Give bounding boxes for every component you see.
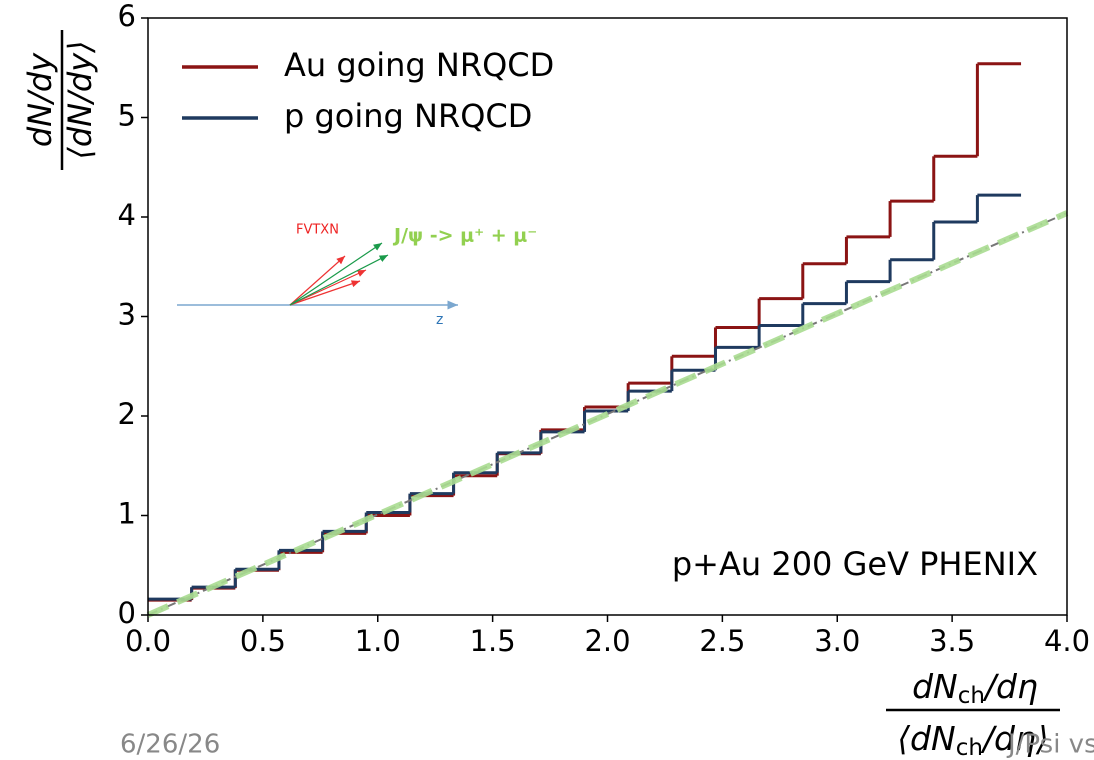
x-label-part: ch [956,735,983,760]
x-label-part: ch [958,683,985,709]
plot: 0.0 0.5 1.0 1.5 2.0 2.5 3.0 3.5 4.0 0 1 2 3 4 5 6 [118,0,1091,658]
x-tick-label: 3.0 [814,624,860,658]
y-axis-label: dN/dy ⟨dN/dy⟩ [21,30,99,170]
y-tick-label: 0 [118,596,136,630]
x-label-part: /dη⟩ [980,719,1049,758]
inset-diagram: FVTXN J/ψ -> μ⁺ + μ⁻ z [177,223,537,328]
y-label-numerator: dN/dy [21,52,59,147]
y-label-denominator: ⟨dN/dy⟩ [61,40,99,159]
x-tick-label: 1.5 [470,624,516,658]
y-tick-label: 2 [118,397,136,431]
x-axis-label: dNch/dη ⟨dNch/dη⟩ [886,667,1060,760]
annotation: p+Au 200 GeV PHENIX [672,545,1038,583]
inset-detector: FVTXN [296,223,339,238]
inset-decay: J/ψ -> μ⁺ + μ⁻ [392,225,537,247]
legend-label: p going NRQCD [284,97,532,135]
x-tick-label: 4.0 [1044,624,1090,658]
y-tick-label: 3 [118,298,136,332]
axes-frame [147,17,1068,616]
y-tick-label: 4 [118,198,136,232]
x-label-part: dN [912,667,958,706]
reference-line [146,210,1069,618]
y-tick-label: 5 [118,99,136,133]
x-tick-label: 0.5 [240,624,286,658]
x-label-denominator: ⟨dNch/dη⟩ [897,719,1049,760]
x-tick-label: 2.0 [584,624,630,658]
x-tick-label: 1.0 [355,624,401,658]
x-tick-label: 3.5 [929,624,975,658]
inset-axis: z [436,312,443,328]
x-label-part: ⟨dN [897,719,956,758]
x-label-numerator: dNch/dη [912,667,1038,709]
legend-label: Au going NRQCD [284,46,554,84]
x-label-part: /dη [982,667,1038,706]
x-tick-label: 0.0 [125,624,171,658]
x-tick-label: 2.5 [699,624,745,658]
footer-date: 6/26/26 [120,730,220,760]
footer-title: J/Psi vs [1006,730,1094,760]
y-tick-label: 6 [118,0,136,33]
y-tick-label: 1 [118,497,136,531]
